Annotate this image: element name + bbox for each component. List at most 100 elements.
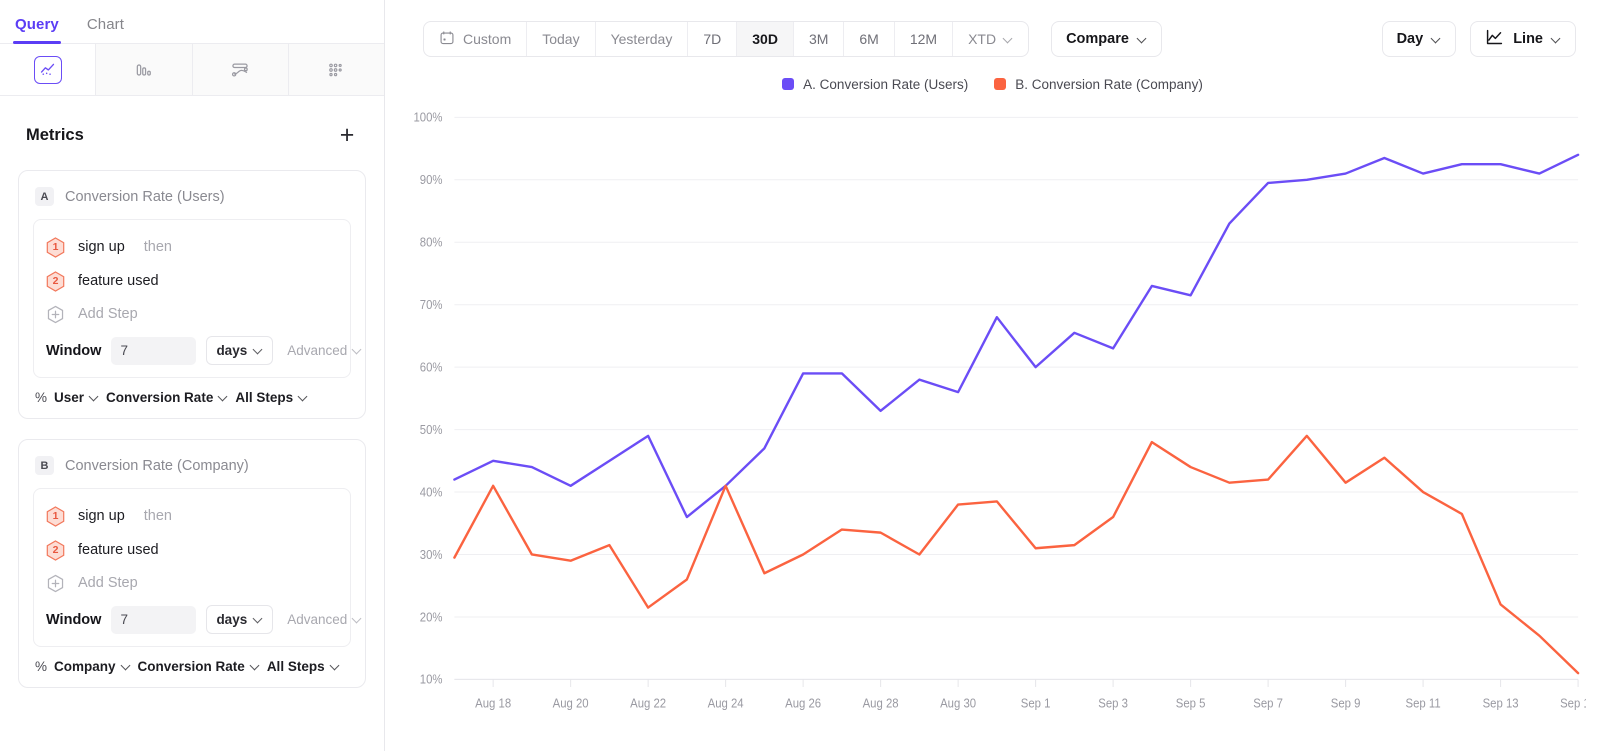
range-xtd[interactable]: XTD	[953, 22, 1028, 56]
page-title: Metrics	[26, 125, 84, 144]
step-label: feature used	[78, 542, 159, 558]
add-step-label: Add Step	[78, 575, 138, 591]
range-6m[interactable]: 6M	[844, 22, 895, 56]
range-xtd-label: XTD	[968, 31, 997, 47]
add-step-label: Add Step	[78, 306, 138, 322]
advanced-label: Advanced	[287, 612, 348, 627]
metric-cards: A Conversion Rate (Users) 1 sign up then	[0, 148, 384, 688]
step-label: sign up	[78, 508, 125, 524]
measure-label: Conversion Rate	[106, 390, 214, 405]
window-unit-select-b[interactable]: days	[206, 605, 274, 634]
range-12m[interactable]: 12M	[895, 22, 954, 56]
add-step-button-a[interactable]: Add Step	[46, 298, 338, 330]
step-number: 2	[52, 544, 59, 556]
svg-text:Aug 26: Aug 26	[785, 696, 821, 711]
advanced-dropdown-a[interactable]: Advanced	[287, 343, 362, 358]
scope-label: All Steps	[235, 390, 294, 405]
metrics-header: Metrics +	[0, 96, 384, 148]
svg-text:70%: 70%	[420, 298, 443, 313]
metric-name-a[interactable]: Conversion Rate (Users)	[65, 188, 225, 205]
chevron-down-icon	[331, 662, 340, 671]
add-step-button-b[interactable]: Add Step	[46, 567, 338, 599]
legend-item-series-a[interactable]: A. Conversion Rate (Users)	[782, 77, 968, 92]
range-3m[interactable]: 3M	[794, 22, 845, 56]
metric-card-a: A Conversion Rate (Users) 1 sign up then	[18, 170, 366, 419]
step-number: 2	[52, 275, 59, 287]
svg-text:30%: 30%	[420, 547, 443, 562]
step-number-hex-icon: 1	[46, 236, 65, 258]
step-row[interactable]: 2 feature used	[46, 533, 338, 567]
svg-text:Aug 22: Aug 22	[630, 696, 666, 711]
svg-text:Sep 7: Sep 7	[1253, 696, 1283, 711]
step-row[interactable]: 2 feature used	[46, 264, 338, 298]
range-7d[interactable]: 7D	[688, 22, 738, 56]
step-number: 1	[52, 241, 59, 253]
step-row[interactable]: 1 sign up then	[46, 230, 338, 264]
chevron-down-icon	[251, 662, 260, 671]
chevron-down-icon	[122, 662, 131, 671]
advanced-label: Advanced	[287, 343, 348, 358]
scope-select-b[interactable]: All Steps	[267, 659, 340, 674]
scope-select-a[interactable]: All Steps	[235, 390, 308, 405]
line-chart-icon	[33, 55, 62, 84]
range-30d[interactable]: 30D	[737, 22, 794, 56]
advanced-dropdown-b[interactable]: Advanced	[287, 612, 362, 627]
svg-text:10%: 10%	[420, 672, 443, 687]
step-label: feature used	[78, 273, 159, 289]
tab-chart[interactable]: Chart	[86, 16, 125, 33]
window-unit-label: days	[216, 612, 248, 627]
svg-text:Sep 13: Sep 13	[1483, 696, 1519, 711]
chevron-down-icon	[219, 393, 228, 402]
steps-container-b: 1 sign up then 2 feature used	[33, 488, 351, 647]
percent-symbol: %	[35, 390, 48, 405]
legend-item-series-b[interactable]: B. Conversion Rate (Company)	[994, 77, 1203, 92]
metric-name-b[interactable]: Conversion Rate (Company)	[65, 457, 249, 474]
svg-text:Sep 11: Sep 11	[1406, 696, 1442, 711]
svg-text:20%: 20%	[420, 610, 443, 625]
range-custom[interactable]: Custom	[424, 22, 528, 56]
chart-type-select[interactable]: Line	[1470, 21, 1576, 57]
chevron-down-icon	[254, 346, 263, 355]
chevron-down-icon	[1552, 35, 1561, 44]
entity-select-a[interactable]: User	[54, 390, 99, 405]
entity-select-b[interactable]: Company	[54, 659, 131, 674]
measure-select-b[interactable]: Conversion Rate	[138, 659, 260, 674]
granularity-select[interactable]: Day	[1381, 21, 1457, 57]
flow-chart-icon	[226, 56, 254, 84]
viztab-line-chart[interactable]	[0, 44, 97, 95]
legend-label-a: A. Conversion Rate (Users)	[803, 76, 969, 92]
chevron-down-icon	[353, 346, 362, 355]
metric-card-b-header: B Conversion Rate (Company)	[33, 454, 351, 488]
window-row-b: Window days Advanced	[46, 605, 347, 634]
plus-circle-icon	[46, 574, 65, 593]
tab-query[interactable]: Query	[13, 16, 61, 44]
sidebar: Query Chart	[0, 0, 385, 751]
chart-legend: A. Conversion Rate (Users) B. Conversion…	[385, 68, 1600, 100]
svg-text:40%: 40%	[420, 485, 443, 500]
chevron-down-icon	[90, 393, 99, 402]
viztab-flow-chart[interactable]	[192, 44, 289, 95]
step-number: 1	[52, 510, 59, 522]
metric-card-b: B Conversion Rate (Company) 1 sign up th…	[18, 439, 366, 688]
range-yesterday[interactable]: Yesterday	[596, 22, 689, 56]
step-row[interactable]: 1 sign up then	[46, 499, 338, 533]
window-label: Window	[46, 342, 102, 359]
compare-button[interactable]: Compare	[1051, 21, 1162, 57]
window-unit-select-a[interactable]: days	[206, 336, 274, 365]
line-chart-icon	[1485, 28, 1504, 51]
chart-plot-area[interactable]: 100% 90% 80% 70% 60% 50% 40% 30% 20% 10% Aug 18 Aug…	[385, 100, 1600, 751]
window-input-b[interactable]	[111, 605, 197, 634]
add-metric-button[interactable]: +	[339, 120, 355, 149]
step-number-hex-icon: 2	[46, 270, 65, 292]
legend-swatch-b	[994, 78, 1007, 90]
window-row-a: Window days Advanced	[46, 336, 347, 365]
measure-select-a[interactable]: Conversion Rate	[106, 390, 228, 405]
line-chart-svg[interactable]: 100% 90% 80% 70% 60% 50% 40% 30% 20% 10% Aug 18 Aug…	[399, 100, 1586, 751]
svg-text:Sep 9: Sep 9	[1331, 696, 1361, 711]
svg-text:Sep 1: Sep 1	[1021, 696, 1051, 711]
range-today[interactable]: Today	[527, 22, 596, 56]
legend-label-b: B. Conversion Rate (Company)	[1015, 76, 1203, 92]
window-input-a[interactable]	[111, 336, 197, 365]
viztab-dot-grid[interactable]	[288, 44, 384, 95]
viztab-bar-chart[interactable]	[96, 44, 193, 95]
